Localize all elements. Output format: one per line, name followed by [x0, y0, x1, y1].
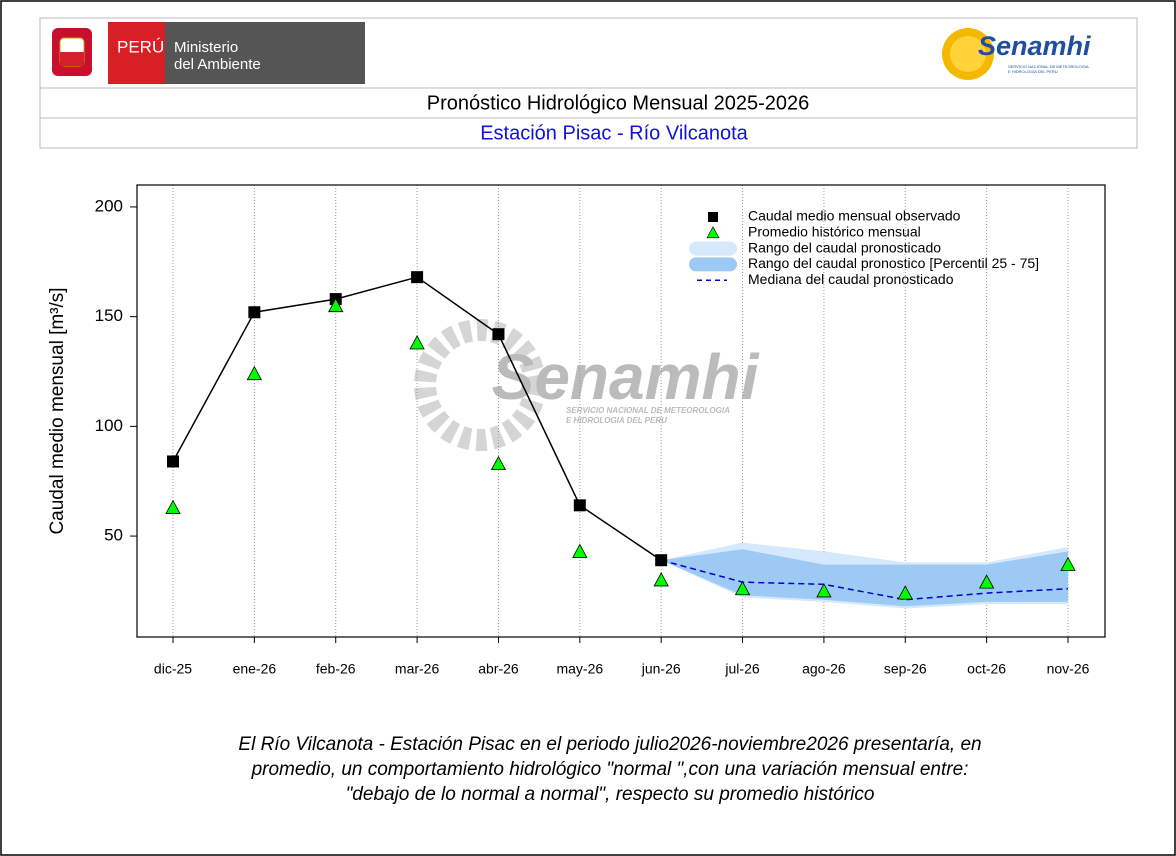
- y-tick-label: 50: [104, 526, 123, 545]
- median-line: [660, 559, 1069, 601]
- peru-shield: [52, 28, 92, 76]
- legend-marker: [689, 257, 737, 272]
- observed-point: [248, 306, 261, 319]
- plot-frame: [136, 184, 1106, 638]
- historical-point: [653, 572, 669, 587]
- footer-line: El Río Vilcanota - Estación Pisac en el …: [238, 734, 981, 755]
- observed-point: [167, 455, 179, 468]
- y-axis-label: Caudal medio mensual [m³/s]: [47, 287, 68, 534]
- watermark-sub: SERVICIO NACIONAL DE METEOROLOGIA: [566, 406, 730, 415]
- historical-point: [897, 585, 913, 600]
- subtitle: Estación Pisac - Río Vilcanota: [480, 122, 748, 144]
- x-tick-label: jul-26: [724, 661, 759, 677]
- logo-sub: SERVICIO NACIONAL DE METEOROLOGIA: [1008, 64, 1089, 69]
- x-tick-label: feb-26: [316, 661, 356, 677]
- forecast-band: [661, 549, 1068, 607]
- observed-point: [411, 271, 424, 284]
- peru-box: [108, 22, 165, 84]
- footer-line: "debajo de lo normal a normal", respecto…: [346, 784, 875, 805]
- footer-line: promedio, un comportamiento hidrológico …: [251, 759, 969, 780]
- x-tick-label: oct-26: [967, 661, 1006, 677]
- historical-point: [165, 499, 181, 514]
- x-tick-label: ene-26: [233, 661, 277, 677]
- legend-label: Rango del caudal pronosticado: [748, 239, 941, 255]
- observed-point: [655, 554, 668, 567]
- ministry: del Ambiente: [174, 56, 261, 73]
- watermark: [414, 319, 546, 451]
- historical-point: [328, 297, 344, 313]
- historical-point: [816, 583, 832, 598]
- title: Pronóstico Hidrológico Mensual 2025-2026: [427, 92, 809, 114]
- y-tick-label: 200: [95, 196, 123, 215]
- legend-marker: [708, 212, 718, 222]
- x-tick-label: abr-26: [478, 661, 519, 677]
- country: PERÚ: [117, 37, 164, 56]
- legend-marker: [706, 226, 720, 239]
- x-tick-label: sep-26: [884, 661, 927, 677]
- legend-label: Rango del caudal pronostico [Percentil 2…: [748, 255, 1039, 271]
- historical-point: [734, 580, 751, 596]
- logo-sub: E HIDROLOGIA DEL PERU: [1008, 69, 1058, 74]
- senamhi-sun: [942, 28, 994, 80]
- x-tick-label: mar-26: [395, 661, 440, 677]
- observed-point: [492, 328, 505, 341]
- historical-point: [572, 543, 588, 558]
- historical-point: [1060, 556, 1076, 571]
- x-tick-label: may-26: [556, 661, 603, 677]
- historical-point: [246, 365, 263, 381]
- watermark-text: Senamhi: [492, 341, 760, 413]
- historical-point: [409, 335, 425, 350]
- x-tick-label: jun-26: [641, 661, 681, 677]
- legend-label: Mediana del caudal pronosticado: [748, 271, 954, 287]
- ministry-box: [165, 22, 365, 84]
- x-tick-label: ago-26: [802, 661, 846, 677]
- legend-label: Promedio histórico mensual: [748, 224, 921, 240]
- historical-point: [490, 455, 507, 471]
- historical-point: [978, 574, 995, 589]
- logo: Senamhi: [978, 31, 1091, 61]
- legend-marker: [689, 241, 737, 256]
- x-tick-label: dic-25: [154, 661, 192, 677]
- observed-point: [573, 499, 586, 512]
- x-tick-label: nov-26: [1047, 661, 1090, 677]
- legend-label: Caudal medio mensual observado: [748, 208, 961, 224]
- y-tick-label: 150: [95, 306, 123, 325]
- ministry: Ministerio: [174, 39, 238, 56]
- watermark-sub: E HIDROLOGIA DEL PERU: [566, 416, 667, 425]
- y-tick-label: 100: [95, 416, 123, 435]
